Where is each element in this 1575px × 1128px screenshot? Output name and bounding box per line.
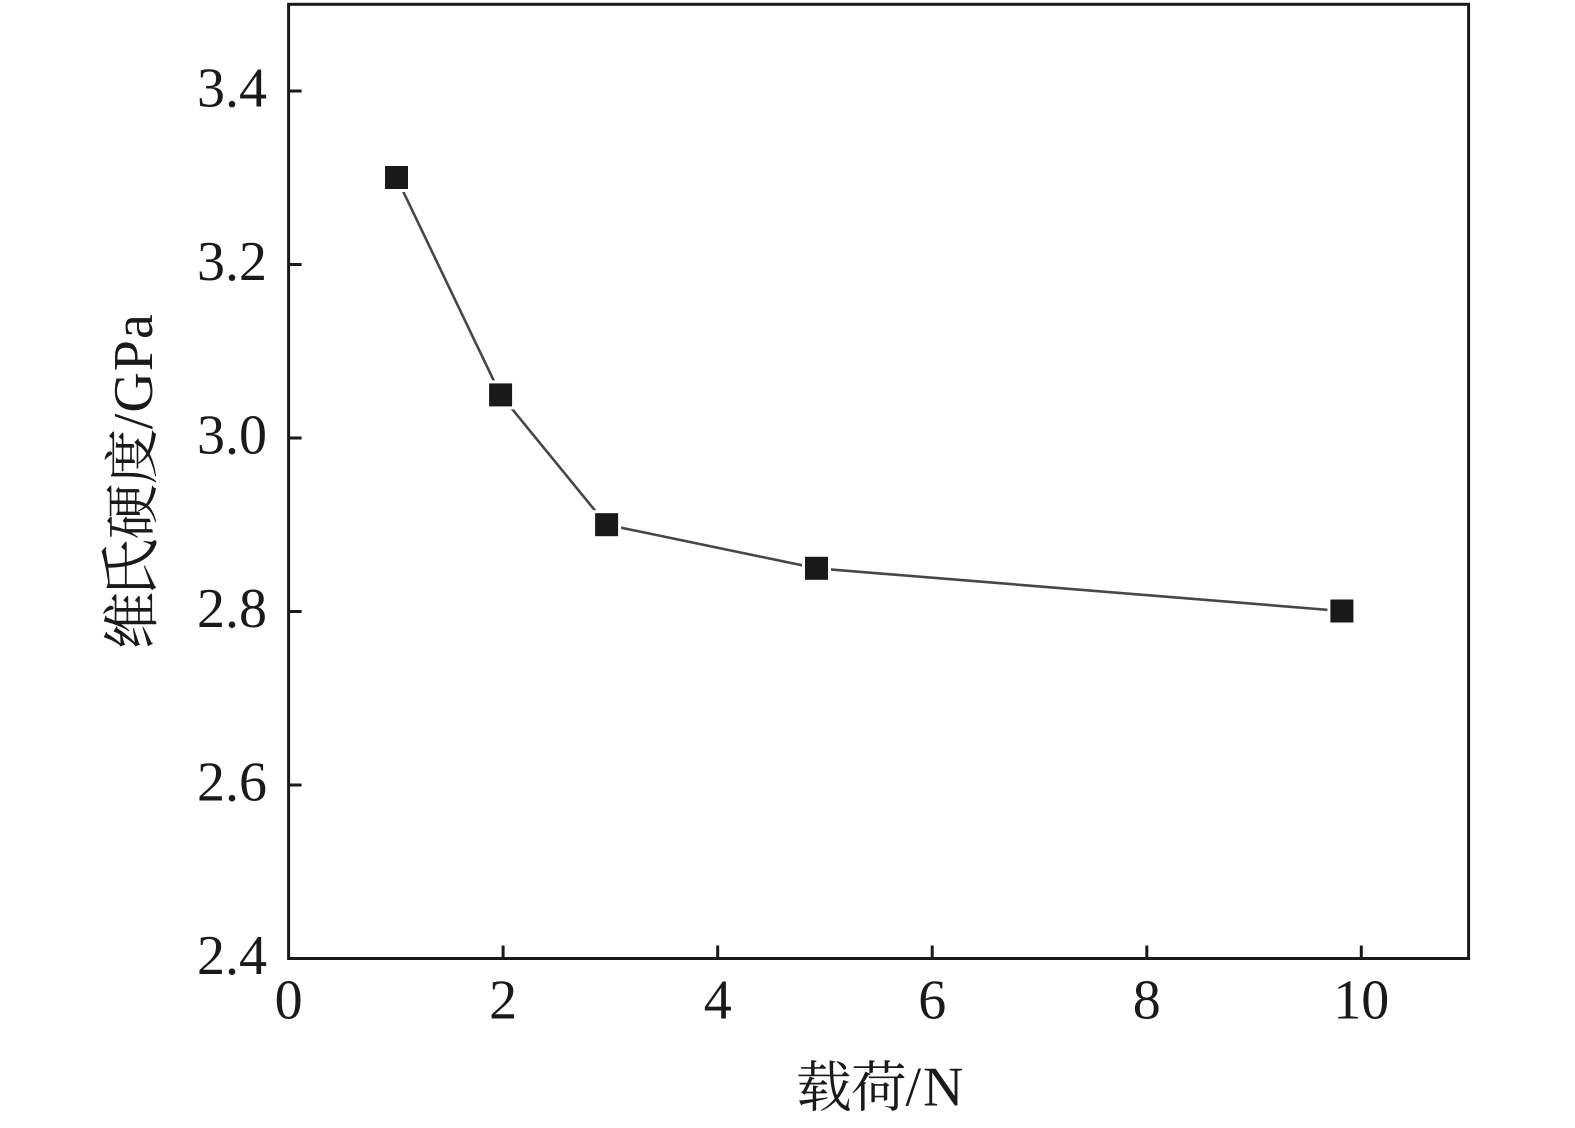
svg-text:2.6: 2.6: [197, 752, 267, 814]
svg-text:/N: /N: [906, 1057, 966, 1119]
svg-text:6: 6: [918, 969, 946, 1031]
svg-text:3.0: 3.0: [197, 405, 267, 467]
svg-text:10: 10: [1333, 969, 1389, 1031]
svg-text:0: 0: [275, 969, 303, 1031]
svg-text:2: 2: [489, 969, 517, 1031]
svg-text:3.4: 3.4: [197, 58, 267, 120]
svg-text:8: 8: [1133, 969, 1161, 1031]
svg-text:4: 4: [704, 969, 732, 1031]
svg-text:/GPa: /GPa: [103, 313, 165, 429]
svg-text:3.2: 3.2: [197, 231, 267, 293]
svg-text:2.4: 2.4: [197, 925, 267, 987]
svg-text:2.8: 2.8: [197, 578, 267, 640]
